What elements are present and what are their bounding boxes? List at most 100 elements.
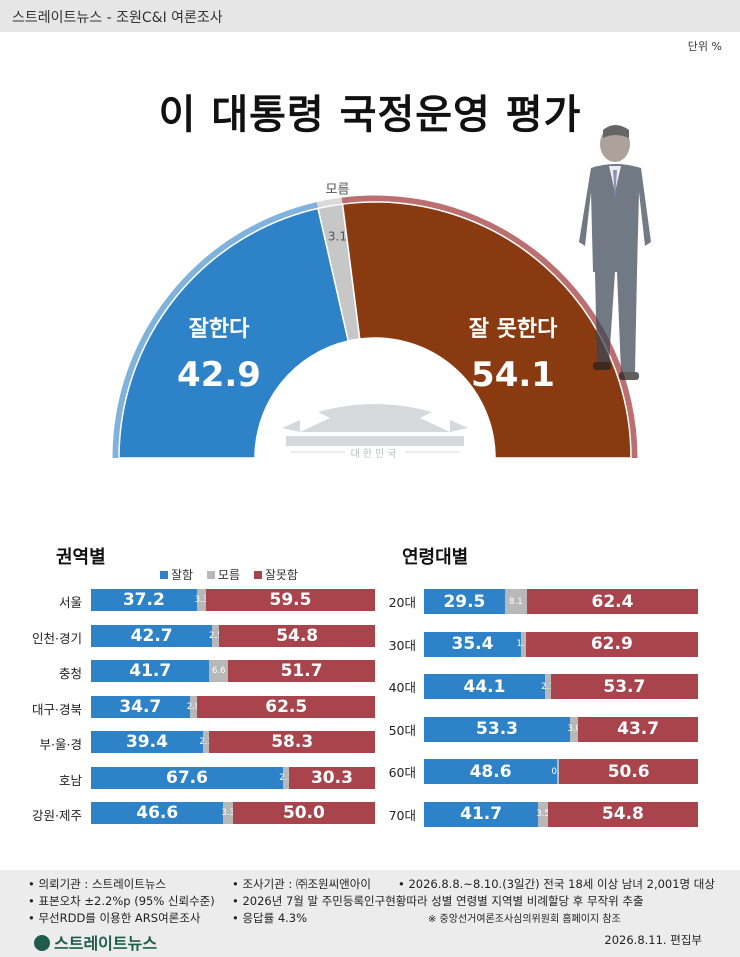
category-label: 50대 [388,722,416,738]
bar-seg-unknown: 1.7 [517,631,530,657]
bar-seg-unknown: 6.6 [209,660,229,682]
bar-seg-bad: 53.7 [550,674,698,699]
bar-seg-bad: 58.3 [209,731,375,753]
bar-seg-good: 41.7 [91,660,210,682]
bar-seg-good: 67.6 [91,766,283,789]
bar-seg-unknown: 2.3 [199,731,213,753]
stacked-bar: 35.4 1.7 62.9 [424,631,698,657]
footer-note: • 2026.8.8.~8.10.(3일간) 전국 18세 이상 남녀 2,00… [398,877,715,891]
category-label: 20대 [388,595,416,610]
bar-seg-good: 44.1 [424,674,545,699]
bar-seg-bad: 50.0 [232,802,375,824]
footer-note: • 조사기관 : ㈜조원씨앤아이 [232,877,371,891]
category-label: 30대 [388,637,416,653]
footer-note: • 표본오차 ±2.2%p (95% 신뢰수준) [28,894,215,908]
stacked-bar: 42.7 2.5 54.8 [91,624,375,647]
bar-seg-good: 53.3 [424,716,571,742]
bar-seg-bad: 43.7 [578,716,698,742]
bar-seg-good: 41.7 [424,801,539,827]
stacked-bar: 37.2 3.3 59.5 [91,589,375,611]
stacked-bar: 39.4 2.3 58.3 [91,731,375,753]
bar-seg-bad: 54.8 [219,624,375,647]
blue-house-icon [282,404,468,446]
logo-mark-icon [34,935,50,951]
footer-note: • 응답률 4.3% [232,911,308,925]
gauge-slice-unknown-ring [316,197,343,209]
category-label: 60대 [388,765,416,780]
category-label: 40대 [388,680,416,695]
stacked-bar: 46.6 3.3 50.0 [91,802,375,824]
region-title: 권역별 [56,547,106,568]
bar-seg-unknown: 2.1 [541,674,555,699]
unit-label: 단위 % [687,40,722,53]
bar-seg-unknown: 2.1 [279,766,293,789]
bar-seg-bad: 62.9 [525,631,698,657]
stacked-bar: 53.3 3.0 43.7 [424,716,698,742]
bar-seg-good: 37.2 [91,589,197,611]
gauge-label-bad: 잘 못한다 [469,317,558,342]
footer-note: • 무선RDD를 이용한 ARS여론조사 [28,911,201,925]
gauge-chart: 잘한다 42.9 잘 못한다 54.1 모름 3.1 대한민국 [112,182,638,460]
bar-seg-unknown: 3.0 [567,716,581,742]
gauge-value-bad: 54.1 [471,355,555,395]
stacked-bar: 29.5 8.1 62.4 [424,589,698,614]
bar-seg-unknown: 2.5 [209,624,223,647]
source-label: 스트레이트뉴스 - 조원C&I 여론조사 [12,10,223,26]
logo: 스트레이트뉴스 [34,930,157,954]
stacked-bar: 48.6 0.8 50.6 [424,759,698,784]
bar-seg-bad: 54.8 [547,801,698,827]
bar-seg-unknown: 3.3 [195,589,208,611]
stacked-bar: 41.7 6.6 51.7 [91,660,375,682]
bar-seg-good: 35.4 [424,631,521,657]
region-legend: 잘함 모름 잘못함 [160,566,308,583]
category-label: 인천·경기 [32,630,82,646]
top-bar: 스트레이트뉴스 - 조원C&I 여론조사 [0,0,740,32]
bar-seg-bad: 62.5 [197,695,375,718]
age-title: 연령대별 [402,547,469,568]
footer-note: ※ 중앙선거여론조사심의위원회 홈페이지 참조 [428,914,621,925]
bar-seg-good: 42.7 [91,624,213,647]
bar-seg-bad: 59.5 [206,589,375,611]
seal-text: 대한민국 [351,448,400,460]
bar-seg-good: 34.7 [91,695,190,718]
bar-seg-good: 29.5 [424,589,505,614]
gauge-slice-bad [341,201,632,459]
bar-seg-unknown: 3.5 [536,801,550,827]
legend-good: 잘함 [160,568,193,582]
stacked-bar: 34.7 2.8 62.5 [91,695,375,718]
bar-seg-good: 48.6 [424,759,558,784]
category-label: 대구·경북 [32,701,82,717]
bar-seg-bad: 51.7 [228,660,375,682]
bar-seg-unknown: 0.8 [551,759,565,784]
gauge-slice-good-ring [112,202,319,458]
gauge-value-good: 42.9 [177,355,261,395]
bar-seg-bad: 50.6 [559,759,698,784]
page-title: 이 대통령 국정운영 평가 [158,92,582,138]
gauge-slice-good [118,207,350,459]
president-figure [579,125,651,380]
stacked-bar: 67.6 2.1 30.3 [91,766,375,789]
legend-bad: 잘못함 [253,568,298,582]
category-label: 강원·제주 [32,808,82,823]
footer-note: • 의뢰기관 : 스트레이트뉴스 [28,877,167,891]
legend-unknown: 모름 [206,568,240,582]
stacked-bar: 41.7 3.5 54.8 [424,801,698,827]
category-label: 호남 [58,772,82,788]
bar-seg-bad: 30.3 [288,766,375,789]
bar-seg-good: 39.4 [91,731,203,753]
gauge-label-unknown: 모름 [326,182,350,197]
gauge-label-good: 잘한다 [189,317,250,342]
stacked-bar: 44.1 2.1 53.7 [424,674,698,699]
bar-seg-good: 46.6 [91,802,224,824]
gauge-value-unknown: 3.1 [328,229,347,243]
footer-note: • 2026년 7월 말 주민등록인구현황따라 성별 연령별 지역별 비례할당 … [232,894,644,908]
category-label: 70대 [388,807,416,823]
category-label: 부·울·경 [39,737,82,752]
category-label: 서울 [58,595,82,610]
bar-seg-unknown: 3.3 [221,802,235,824]
bar-seg-unknown: 8.1 [504,589,528,614]
category-label: 충청 [58,666,82,681]
publish-date: 2026.8.11. 편집부 [604,933,702,947]
footer [0,870,740,957]
bar-seg-bad: 62.4 [527,589,698,614]
